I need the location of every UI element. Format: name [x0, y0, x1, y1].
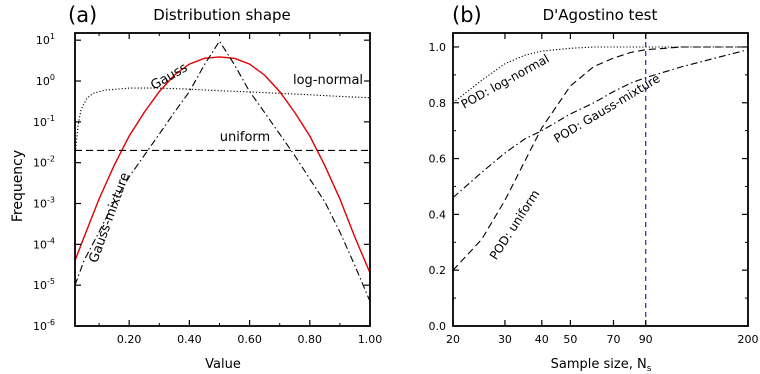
panel-a-ylabel: Frequency: [10, 150, 26, 222]
x-tick-label: 0.60: [237, 333, 262, 346]
series-line-pod-gauss-mixture: [452, 49, 749, 199]
y-tick-label: 1.0: [429, 41, 447, 54]
panel-b-title: D'Agostino test: [543, 6, 658, 24]
x-tick-label: 20: [446, 333, 460, 346]
y-tick-label-base: 10: [33, 238, 47, 251]
y-tick-label-base: 10: [36, 34, 50, 47]
y-tick-label: 10-2: [33, 155, 55, 170]
series-line-log-normal: [74, 87, 371, 156]
x-tick-label: 70: [607, 333, 621, 346]
series-label-pod-uniform: POD: uniform: [487, 187, 542, 262]
panel-b-tag: (b): [452, 3, 482, 27]
plot-frame: [452, 32, 749, 327]
x-tick-label: 200: [738, 333, 759, 346]
plot-frame: [74, 32, 371, 327]
y-tick-label: 10-5: [33, 277, 55, 292]
series-line-pod-log-normal: [452, 46, 748, 104]
y-tick-label: 10-6: [33, 318, 55, 333]
panel-a-tag: (a): [68, 3, 97, 27]
y-tick-label-exponent: -5: [47, 277, 55, 286]
panel-a-title: Distribution shape: [153, 6, 291, 24]
y-tick-label: 0.8: [429, 97, 447, 110]
y-tick-label-base: 10: [33, 116, 47, 129]
y-tick-label-exponent: 0: [50, 73, 55, 82]
y-tick-label-base: 10: [33, 279, 47, 292]
series-line-gauss: [74, 56, 371, 274]
y-tick-label-exponent: -3: [47, 196, 55, 205]
y-tick-label-exponent: -1: [47, 114, 55, 123]
y-tick-label-exponent: -2: [47, 155, 55, 164]
x-tick-label: 0.80: [298, 333, 323, 346]
y-tick-label: 0.0: [429, 320, 447, 333]
panel-b-xlabel-main: Sample size, N: [551, 357, 647, 372]
series-line-pod-uniform: [452, 46, 748, 271]
series-line-gauss-mixture: [74, 40, 371, 302]
x-tick-label: 1.00: [358, 333, 383, 346]
y-tick-label: 0.6: [429, 153, 447, 166]
series-label-gauss: Gauss: [148, 60, 190, 93]
y-tick-label: 101: [36, 32, 55, 47]
panel-b-xlabel: Sample size, Ns: [551, 357, 652, 374]
y-tick-label: 10-1: [33, 114, 55, 129]
series-label-uniform: uniform: [220, 130, 270, 145]
y-tick-label-base: 10: [33, 157, 47, 170]
series-label-pod-log-normal: POD: log-normal: [459, 52, 552, 112]
series-label-log-normal: log-normal: [293, 73, 363, 88]
y-tick-label: 0.4: [429, 208, 447, 221]
panel-a: (a) Distribution shape Frequency Value 0…: [10, 3, 382, 372]
y-tick-label-base: 10: [33, 320, 47, 333]
y-tick-label-exponent: -4: [47, 236, 55, 245]
y-tick-label-exponent: -6: [47, 318, 55, 327]
panel-b: (b) D'Agostino test Sample size, Ns 20 30…: [429, 3, 759, 374]
y-tick-label: 0.2: [429, 264, 447, 277]
x-tick-label: 30: [498, 333, 512, 346]
panel-b-xlabel-subscript: s: [647, 364, 652, 374]
x-tick-label: 0.40: [177, 333, 202, 346]
x-tick-label: 90: [639, 333, 653, 346]
series-label-gauss-mixture: Gauss-mixture: [86, 171, 133, 265]
y-tick-label: 100: [36, 73, 55, 88]
x-tick-label: 50: [563, 333, 577, 346]
y-tick-label: 10-3: [33, 196, 55, 211]
y-tick-label-base: 10: [33, 198, 47, 211]
y-tick-label-base: 10: [36, 75, 50, 88]
y-tick-label: 10-4: [33, 236, 55, 251]
x-tick-label: 0.20: [117, 333, 142, 346]
x-tick-label: 40: [535, 333, 549, 346]
y-tick-label-exponent: 1: [50, 32, 55, 41]
panel-a-xlabel: Value: [205, 357, 241, 372]
